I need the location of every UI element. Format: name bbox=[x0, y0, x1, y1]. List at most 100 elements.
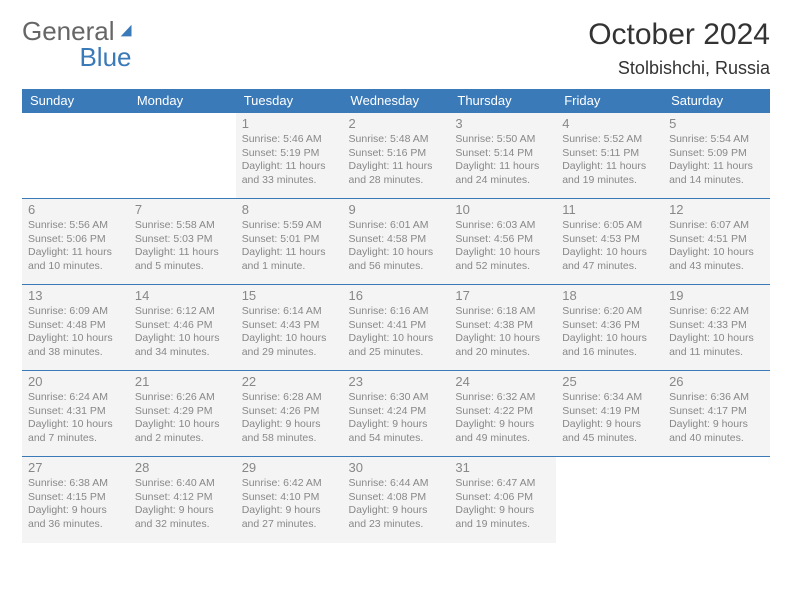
sunset-text: Sunset: 5:06 PM bbox=[28, 233, 123, 247]
calendar-day-cell: 19Sunrise: 6:22 AMSunset: 4:33 PMDayligh… bbox=[663, 285, 770, 371]
sunset-text: Sunset: 4:51 PM bbox=[669, 233, 764, 247]
day-number: 25 bbox=[562, 374, 657, 389]
day-number: 18 bbox=[562, 288, 657, 303]
sunrise-text: Sunrise: 6:47 AM bbox=[455, 477, 550, 491]
day-info: Sunrise: 6:30 AMSunset: 4:24 PMDaylight:… bbox=[349, 391, 444, 446]
day-number: 13 bbox=[28, 288, 123, 303]
sunrise-text: Sunrise: 5:58 AM bbox=[135, 219, 230, 233]
day-info: Sunrise: 5:46 AMSunset: 5:19 PMDaylight:… bbox=[242, 133, 337, 188]
day-info: Sunrise: 6:40 AMSunset: 4:12 PMDaylight:… bbox=[135, 477, 230, 532]
daylight-text: Daylight: 11 hours and 1 minute. bbox=[242, 246, 337, 273]
day-info: Sunrise: 6:03 AMSunset: 4:56 PMDaylight:… bbox=[455, 219, 550, 274]
logo-text-blue: Blue bbox=[79, 44, 131, 70]
sunrise-text: Sunrise: 6:36 AM bbox=[669, 391, 764, 405]
calendar-day-cell: 15 Sunrise: 6:14 AMSunset: 4:43 PMDayligh… bbox=[236, 285, 343, 371]
weekday-header: Wednesday bbox=[343, 89, 450, 113]
calendar-day-cell: 14Sunrise: 6:12 AMSunset: 4:46 PMDayligh… bbox=[129, 285, 236, 371]
daylight-text: Daylight: 9 hours and 19 minutes. bbox=[455, 504, 550, 531]
sunrise-text: Sunrise: 6:14 AM bbox=[242, 305, 337, 319]
day-number: 17 bbox=[455, 288, 550, 303]
day-info: Sunrise: 5:54 AMSunset: 5:09 PMDaylight:… bbox=[669, 133, 764, 188]
calendar-day-cell: 29Sunrise: 6:42 AMSunset: 4:10 PMDayligh… bbox=[236, 457, 343, 543]
weekday-header: Friday bbox=[556, 89, 663, 113]
calendar-day-cell: 3 Sunrise: 5:50 AMSunset: 5:14 PMDaylight… bbox=[449, 113, 556, 199]
logo-sail-icon bbox=[116, 18, 134, 44]
day-number: 20 bbox=[28, 374, 123, 389]
calendar-day-cell: 21Sunrise: 6:26 AMSunset: 4:29 PMDayligh… bbox=[129, 371, 236, 457]
daylight-text: Daylight: 10 hours and 34 minutes. bbox=[135, 332, 230, 359]
sunrise-text: Sunrise: 6:34 AM bbox=[562, 391, 657, 405]
sunrise-text: Sunrise: 5:52 AM bbox=[562, 133, 657, 147]
sunset-text: Sunset: 4:38 PM bbox=[455, 319, 550, 333]
sunrise-text: Sunrise: 5:46 AM bbox=[242, 133, 337, 147]
daylight-text: Daylight: 9 hours and 45 minutes. bbox=[562, 418, 657, 445]
sunrise-text: Sunrise: 6:24 AM bbox=[28, 391, 123, 405]
sunrise-text: Sunrise: 6:42 AM bbox=[242, 477, 337, 491]
calendar-day-cell: 18Sunrise: 6:20 AMSunset: 4:36 PMDayligh… bbox=[556, 285, 663, 371]
day-info: Sunrise: 6:36 AMSunset: 4:17 PMDaylight:… bbox=[669, 391, 764, 446]
sunrise-text: Sunrise: 6:16 AM bbox=[349, 305, 444, 319]
day-number: 30 bbox=[349, 460, 444, 475]
daylight-text: Daylight: 10 hours and 20 minutes. bbox=[455, 332, 550, 359]
daylight-text: Daylight: 10 hours and 43 minutes. bbox=[669, 246, 764, 273]
day-number: 1 bbox=[242, 116, 337, 131]
sunset-text: Sunset: 4:06 PM bbox=[455, 491, 550, 505]
day-info: Sunrise: 5:50 AMSunset: 5:14 PMDaylight:… bbox=[455, 133, 550, 188]
day-info: Sunrise: 6:44 AMSunset: 4:08 PMDaylight:… bbox=[349, 477, 444, 532]
calendar-day-cell: 11Sunrise: 6:05 AMSunset: 4:53 PMDayligh… bbox=[556, 199, 663, 285]
calendar-day-cell: 16Sunrise: 6:16 AMSunset: 4:41 PMDayligh… bbox=[343, 285, 450, 371]
daylight-text: Daylight: 9 hours and 23 minutes. bbox=[349, 504, 444, 531]
sunset-text: Sunset: 5:11 PM bbox=[562, 147, 657, 161]
sunset-text: Sunset: 4:56 PM bbox=[455, 233, 550, 247]
day-info: Sunrise: 5:59 AMSunset: 5:01 PMDaylight:… bbox=[242, 219, 337, 274]
sunset-text: Sunset: 4:31 PM bbox=[28, 405, 123, 419]
day-number: 21 bbox=[135, 374, 230, 389]
sunset-text: Sunset: 4:08 PM bbox=[349, 491, 444, 505]
daylight-text: Daylight: 11 hours and 5 minutes. bbox=[135, 246, 230, 273]
sunrise-text: Sunrise: 5:48 AM bbox=[349, 133, 444, 147]
calendar-week-row: 27Sunrise: 6:38 AMSunset: 4:15 PMDayligh… bbox=[22, 457, 770, 543]
sunset-text: Sunset: 5:09 PM bbox=[669, 147, 764, 161]
day-number: 24 bbox=[455, 374, 550, 389]
calendar-day-cell: 22Sunrise: 6:28 AMSunset: 4:26 PMDayligh… bbox=[236, 371, 343, 457]
title-area: October 2024 Stolbishchi, Russia bbox=[588, 18, 770, 79]
daylight-text: Daylight: 9 hours and 27 minutes. bbox=[242, 504, 337, 531]
day-info: Sunrise: 6:42 AMSunset: 4:10 PMDaylight:… bbox=[242, 477, 337, 532]
calendar-week-row: 13Sunrise: 6:09 AMSunset: 4:48 PMDayligh… bbox=[22, 285, 770, 371]
day-info: Sunrise: 6:12 AMSunset: 4:46 PMDaylight:… bbox=[135, 305, 230, 360]
daylight-text: Daylight: 9 hours and 36 minutes. bbox=[28, 504, 123, 531]
weekday-header: Monday bbox=[129, 89, 236, 113]
sunrise-text: Sunrise: 5:50 AM bbox=[455, 133, 550, 147]
day-info: Sunrise: 6:22 AMSunset: 4:33 PMDaylight:… bbox=[669, 305, 764, 360]
sunset-text: Sunset: 4:19 PM bbox=[562, 405, 657, 419]
sunrise-text: Sunrise: 6:18 AM bbox=[455, 305, 550, 319]
day-number: 3 bbox=[455, 116, 550, 131]
daylight-text: Daylight: 11 hours and 14 minutes. bbox=[669, 160, 764, 187]
sunset-text: Sunset: 4:29 PM bbox=[135, 405, 230, 419]
sunset-text: Sunset: 4:48 PM bbox=[28, 319, 123, 333]
day-info: Sunrise: 5:58 AMSunset: 5:03 PMDaylight:… bbox=[135, 219, 230, 274]
daylight-text: Daylight: 10 hours and 38 minutes. bbox=[28, 332, 123, 359]
calendar-week-row: 1 Sunrise: 5:46 AMSunset: 5:19 PMDaylight… bbox=[22, 113, 770, 199]
day-info: Sunrise: 6:32 AMSunset: 4:22 PMDaylight:… bbox=[455, 391, 550, 446]
sunrise-text: Sunrise: 5:54 AM bbox=[669, 133, 764, 147]
day-number: 2 bbox=[349, 116, 444, 131]
calendar-table: SundayMondayTuesdayWednesdayThursdayFrid… bbox=[22, 89, 770, 543]
daylight-text: Daylight: 11 hours and 24 minutes. bbox=[455, 160, 550, 187]
sunrise-text: Sunrise: 6:28 AM bbox=[242, 391, 337, 405]
daylight-text: Daylight: 11 hours and 28 minutes. bbox=[349, 160, 444, 187]
page-title: October 2024 bbox=[588, 18, 770, 52]
sunset-text: Sunset: 5:01 PM bbox=[242, 233, 337, 247]
calendar-day-cell: 25 Sunrise: 6:34 AMSunset: 4:19 PMDayligh… bbox=[556, 371, 663, 457]
sunset-text: Sunset: 5:03 PM bbox=[135, 233, 230, 247]
daylight-text: Daylight: 9 hours and 54 minutes. bbox=[349, 418, 444, 445]
day-number: 12 bbox=[669, 202, 764, 217]
sunset-text: Sunset: 4:22 PM bbox=[455, 405, 550, 419]
daylight-text: Daylight: 10 hours and 47 minutes. bbox=[562, 246, 657, 273]
day-number: 15 bbox=[242, 288, 337, 303]
day-info: Sunrise: 6:28 AMSunset: 4:26 PMDaylight:… bbox=[242, 391, 337, 446]
daylight-text: Daylight: 9 hours and 40 minutes. bbox=[669, 418, 764, 445]
sunrise-text: Sunrise: 6:03 AM bbox=[455, 219, 550, 233]
header: GeneralBlue October 2024 Stolbishchi, Ru… bbox=[22, 18, 770, 79]
day-info: Sunrise: 6:14 AMSunset: 4:43 PMDaylight:… bbox=[242, 305, 337, 360]
